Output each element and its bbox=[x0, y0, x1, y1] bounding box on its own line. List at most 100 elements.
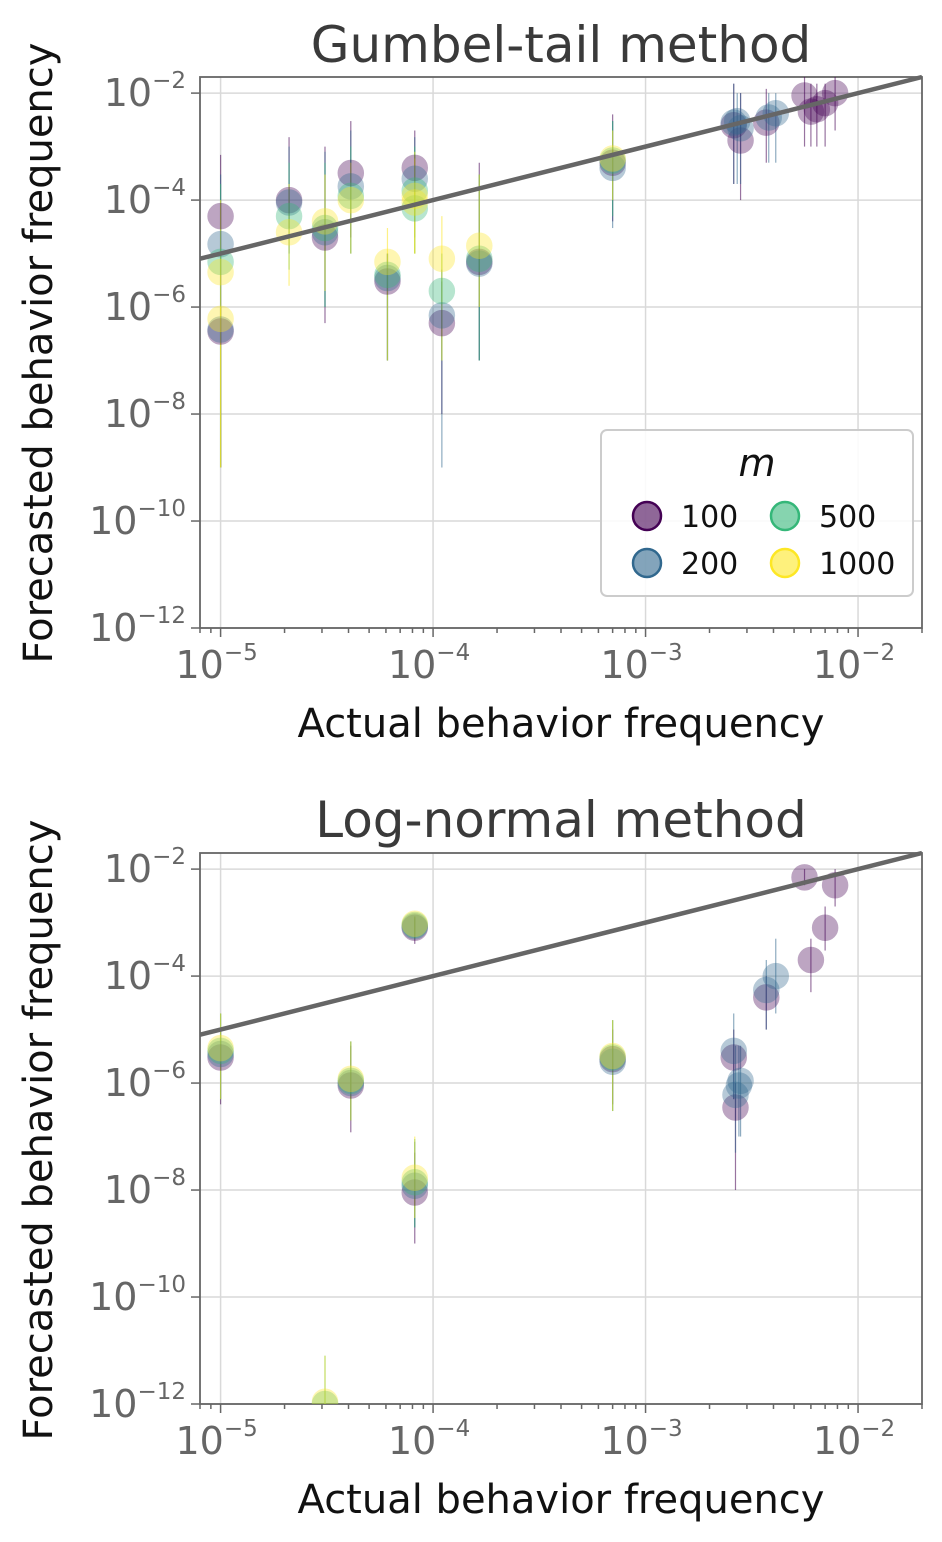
data-point bbox=[401, 913, 429, 940]
data-point bbox=[725, 1072, 753, 1099]
data-point bbox=[337, 1072, 365, 1099]
data-point bbox=[401, 910, 429, 938]
x-tick-label: 10−4 bbox=[388, 1416, 470, 1463]
data-point bbox=[401, 1164, 429, 1191]
data-point bbox=[207, 1037, 234, 1065]
data-point bbox=[599, 1048, 626, 1076]
data-point bbox=[727, 1067, 754, 1095]
data-point bbox=[401, 1172, 429, 1200]
legend-entry: 1000 bbox=[769, 547, 895, 582]
panel-title: Gumbel-tail method bbox=[311, 16, 812, 74]
data-point bbox=[337, 159, 365, 187]
plot-content bbox=[200, 850, 923, 1404]
legend-marker bbox=[769, 500, 801, 532]
data-point bbox=[337, 1067, 365, 1095]
legend-entry: 200 bbox=[631, 547, 738, 582]
legend-title: m bbox=[738, 441, 775, 485]
data-point bbox=[797, 946, 825, 974]
x-tick-label: 10−3 bbox=[600, 640, 682, 687]
y-tick-label: 10−2 bbox=[104, 844, 186, 891]
data-point bbox=[207, 1034, 234, 1062]
x-tick-label: 10−2 bbox=[813, 1416, 895, 1463]
y-tick-label: 10−10 bbox=[89, 1272, 186, 1319]
data-point bbox=[207, 305, 234, 333]
data-point bbox=[720, 1044, 747, 1071]
data-point bbox=[275, 189, 303, 216]
legend-entry: 500 bbox=[769, 500, 876, 535]
data-point bbox=[275, 186, 303, 214]
y-tick-label: 10−8 bbox=[104, 389, 186, 436]
data-point bbox=[428, 309, 456, 337]
x-tick-label: 10−4 bbox=[388, 640, 470, 687]
data-point bbox=[428, 302, 456, 329]
legend-marker bbox=[769, 547, 801, 579]
data-point bbox=[599, 1044, 626, 1071]
identity-line bbox=[200, 74, 923, 261]
data-point bbox=[466, 248, 493, 276]
y-tick-label: 10−10 bbox=[89, 496, 186, 543]
data-point bbox=[401, 154, 429, 182]
data-point bbox=[207, 316, 234, 343]
y-tick-label: 10−12 bbox=[89, 1379, 186, 1426]
data-point bbox=[466, 250, 493, 277]
data-point bbox=[720, 1037, 747, 1065]
data-point bbox=[374, 268, 401, 295]
data-point bbox=[207, 318, 234, 345]
data-point bbox=[599, 1042, 626, 1070]
data-point bbox=[428, 245, 456, 273]
data-point bbox=[762, 962, 790, 990]
x-tick-label: 10−3 bbox=[600, 1416, 682, 1463]
data-point bbox=[337, 1069, 365, 1097]
data-point bbox=[311, 1388, 339, 1404]
data-point bbox=[401, 911, 429, 939]
data-point bbox=[374, 261, 401, 289]
x-axis-label: Actual behavior frequency bbox=[298, 701, 825, 747]
panel-title: Log-normal method bbox=[315, 791, 807, 849]
data-point bbox=[753, 976, 780, 1004]
legend-label: 200 bbox=[681, 547, 738, 582]
legend-marker bbox=[631, 547, 663, 579]
legend-label: 500 bbox=[819, 500, 876, 535]
data-point bbox=[722, 1094, 749, 1121]
log-normal-panel: Log-normal method Actual behavior freque… bbox=[16, 791, 923, 1523]
y-tick-label: 10−8 bbox=[104, 1165, 186, 1212]
y-tick-label: 10−4 bbox=[104, 175, 186, 222]
x-tick-label: 10−5 bbox=[175, 640, 257, 687]
legend-box bbox=[600, 429, 914, 597]
y-axis-label: Forecasted behavior frequency bbox=[16, 820, 62, 1441]
data-point bbox=[401, 1179, 429, 1206]
identity-line bbox=[200, 850, 923, 1037]
data-point bbox=[466, 232, 493, 260]
data-point bbox=[401, 1168, 429, 1196]
data-point bbox=[722, 1081, 749, 1109]
data-point bbox=[207, 1044, 234, 1071]
data-point bbox=[599, 1045, 626, 1073]
y-tick-label: 10−12 bbox=[89, 603, 186, 650]
data-point bbox=[207, 202, 234, 230]
y-tick-label: 10−2 bbox=[104, 68, 186, 115]
data-point bbox=[374, 264, 401, 292]
legend-label: 1000 bbox=[819, 547, 895, 582]
x-axis-label: Actual behavior frequency bbox=[298, 1477, 825, 1523]
data-point bbox=[753, 984, 780, 1011]
data-point bbox=[466, 245, 493, 273]
legend: m 100 500 200 1000 bbox=[600, 429, 914, 597]
gumbel-tail-panel: Gumbel-tail method Actual behavior frequ… bbox=[16, 16, 923, 747]
data-point bbox=[207, 1040, 234, 1068]
data-point bbox=[207, 258, 234, 286]
legend-label: 100 bbox=[681, 500, 738, 535]
data-point bbox=[374, 248, 401, 276]
data-point bbox=[337, 1065, 365, 1093]
data-point bbox=[275, 202, 303, 230]
data-point bbox=[337, 182, 365, 210]
legend-entry: 100 bbox=[631, 500, 738, 535]
data-point bbox=[337, 186, 365, 214]
plot-content bbox=[200, 74, 923, 468]
data-point bbox=[428, 277, 456, 305]
y-tick-label: 10−6 bbox=[104, 1058, 186, 1105]
x-tick-label: 10−5 bbox=[175, 1416, 257, 1463]
y-tick-label: 10−6 bbox=[104, 282, 186, 329]
y-tick-label: 10−4 bbox=[104, 951, 186, 998]
data-point bbox=[727, 127, 754, 154]
